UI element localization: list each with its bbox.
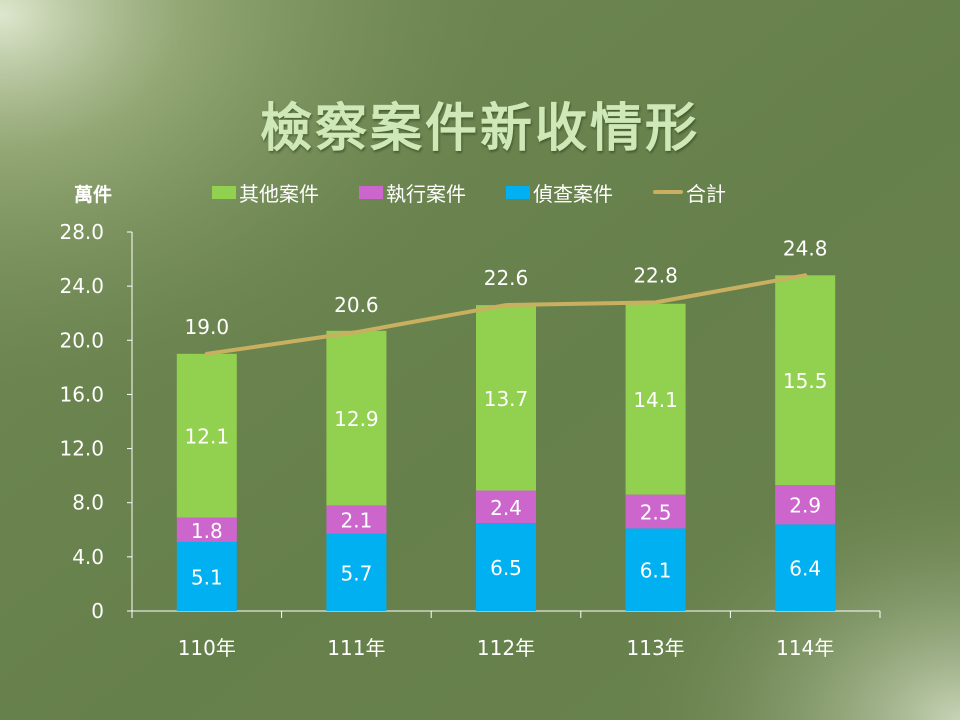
x-tick-label: 114年 <box>776 636 834 660</box>
x-tick-label: 110年 <box>178 636 236 660</box>
x-tick-label: 111年 <box>327 636 385 660</box>
bar-data-label: 5.7 <box>340 561 372 585</box>
legend-item-total: 合計 <box>653 178 726 207</box>
bar-segment <box>326 533 387 611</box>
legend-swatch-execution <box>359 185 383 199</box>
y-tick-label: 0 <box>91 599 104 623</box>
bar-data-label: 12.1 <box>185 425 230 449</box>
chart-legend: 其他案件 執行案件 偵查案件 合計 <box>212 178 726 207</box>
bar-segment <box>476 523 536 611</box>
bar-data-label: 6.5 <box>490 556 522 580</box>
bar-segment <box>775 485 836 525</box>
y-tick-label: 28.0 <box>59 220 104 244</box>
bar-segment <box>625 303 686 495</box>
legend-label-total: 合計 <box>686 181 726 206</box>
bar-data-label: 2.1 <box>340 509 372 533</box>
total-data-label: 19.0 <box>185 315 230 339</box>
bar-data-label: 13.7 <box>484 387 529 411</box>
y-axis-unit-label: 萬件 <box>74 184 113 206</box>
y-tick-label: 4.0 <box>72 545 104 569</box>
total-data-label: 22.8 <box>633 263 678 287</box>
bar-data-label: 2.9 <box>789 494 821 518</box>
legend-swatch-total <box>653 190 683 194</box>
total-data-label: 22.6 <box>484 266 529 290</box>
y-tick-label: 20.0 <box>59 328 104 352</box>
bar-data-label: 5.1 <box>191 565 223 589</box>
total-line <box>204 273 808 356</box>
y-tick-label: 16.0 <box>59 382 104 406</box>
bar-data-label: 2.5 <box>640 501 672 525</box>
y-tick-label: 8.0 <box>72 491 104 515</box>
bar-segment <box>326 330 387 506</box>
bar-segment <box>176 353 237 518</box>
x-tick-label: 112年 <box>477 636 535 660</box>
bar-data-label: 15.5 <box>783 369 828 393</box>
bar-data-label: 6.1 <box>640 559 672 583</box>
bar-segment <box>775 524 836 611</box>
legend-label-other: 其他案件 <box>239 181 319 206</box>
legend-swatch-investigation <box>506 185 530 199</box>
page-title: 檢察案件新收情形 <box>259 99 700 159</box>
total-data-label: 20.6 <box>334 293 379 317</box>
bar-data-label: 14.1 <box>633 388 678 412</box>
legend-swatch-other <box>212 185 236 199</box>
bar-segment <box>176 541 237 611</box>
bar-data-label: 1.8 <box>191 519 223 543</box>
bar-data-label: 12.9 <box>334 407 379 431</box>
x-tick-label: 113年 <box>627 636 685 660</box>
legend-label-investigation: 偵查案件 <box>533 181 613 206</box>
bar-segment <box>775 275 836 486</box>
y-tick-label: 12.0 <box>59 437 104 461</box>
legend-item-execution: 執行案件 <box>359 178 466 207</box>
bar-segment <box>625 528 686 611</box>
legend-item-other: 其他案件 <box>212 178 319 207</box>
legend-item-investigation: 偵查案件 <box>506 178 613 207</box>
bar-data-label: 6.4 <box>789 557 821 581</box>
bar-segment <box>476 490 536 524</box>
bar-data-label: 2.4 <box>490 496 522 520</box>
bar-segment <box>625 494 686 529</box>
legend-label-execution: 執行案件 <box>386 181 466 206</box>
bar-segment <box>176 517 237 542</box>
bar-segment <box>326 505 387 534</box>
bar-segment <box>476 305 536 491</box>
total-data-label: 24.8 <box>783 236 828 260</box>
y-tick-label: 24.0 <box>59 274 104 298</box>
